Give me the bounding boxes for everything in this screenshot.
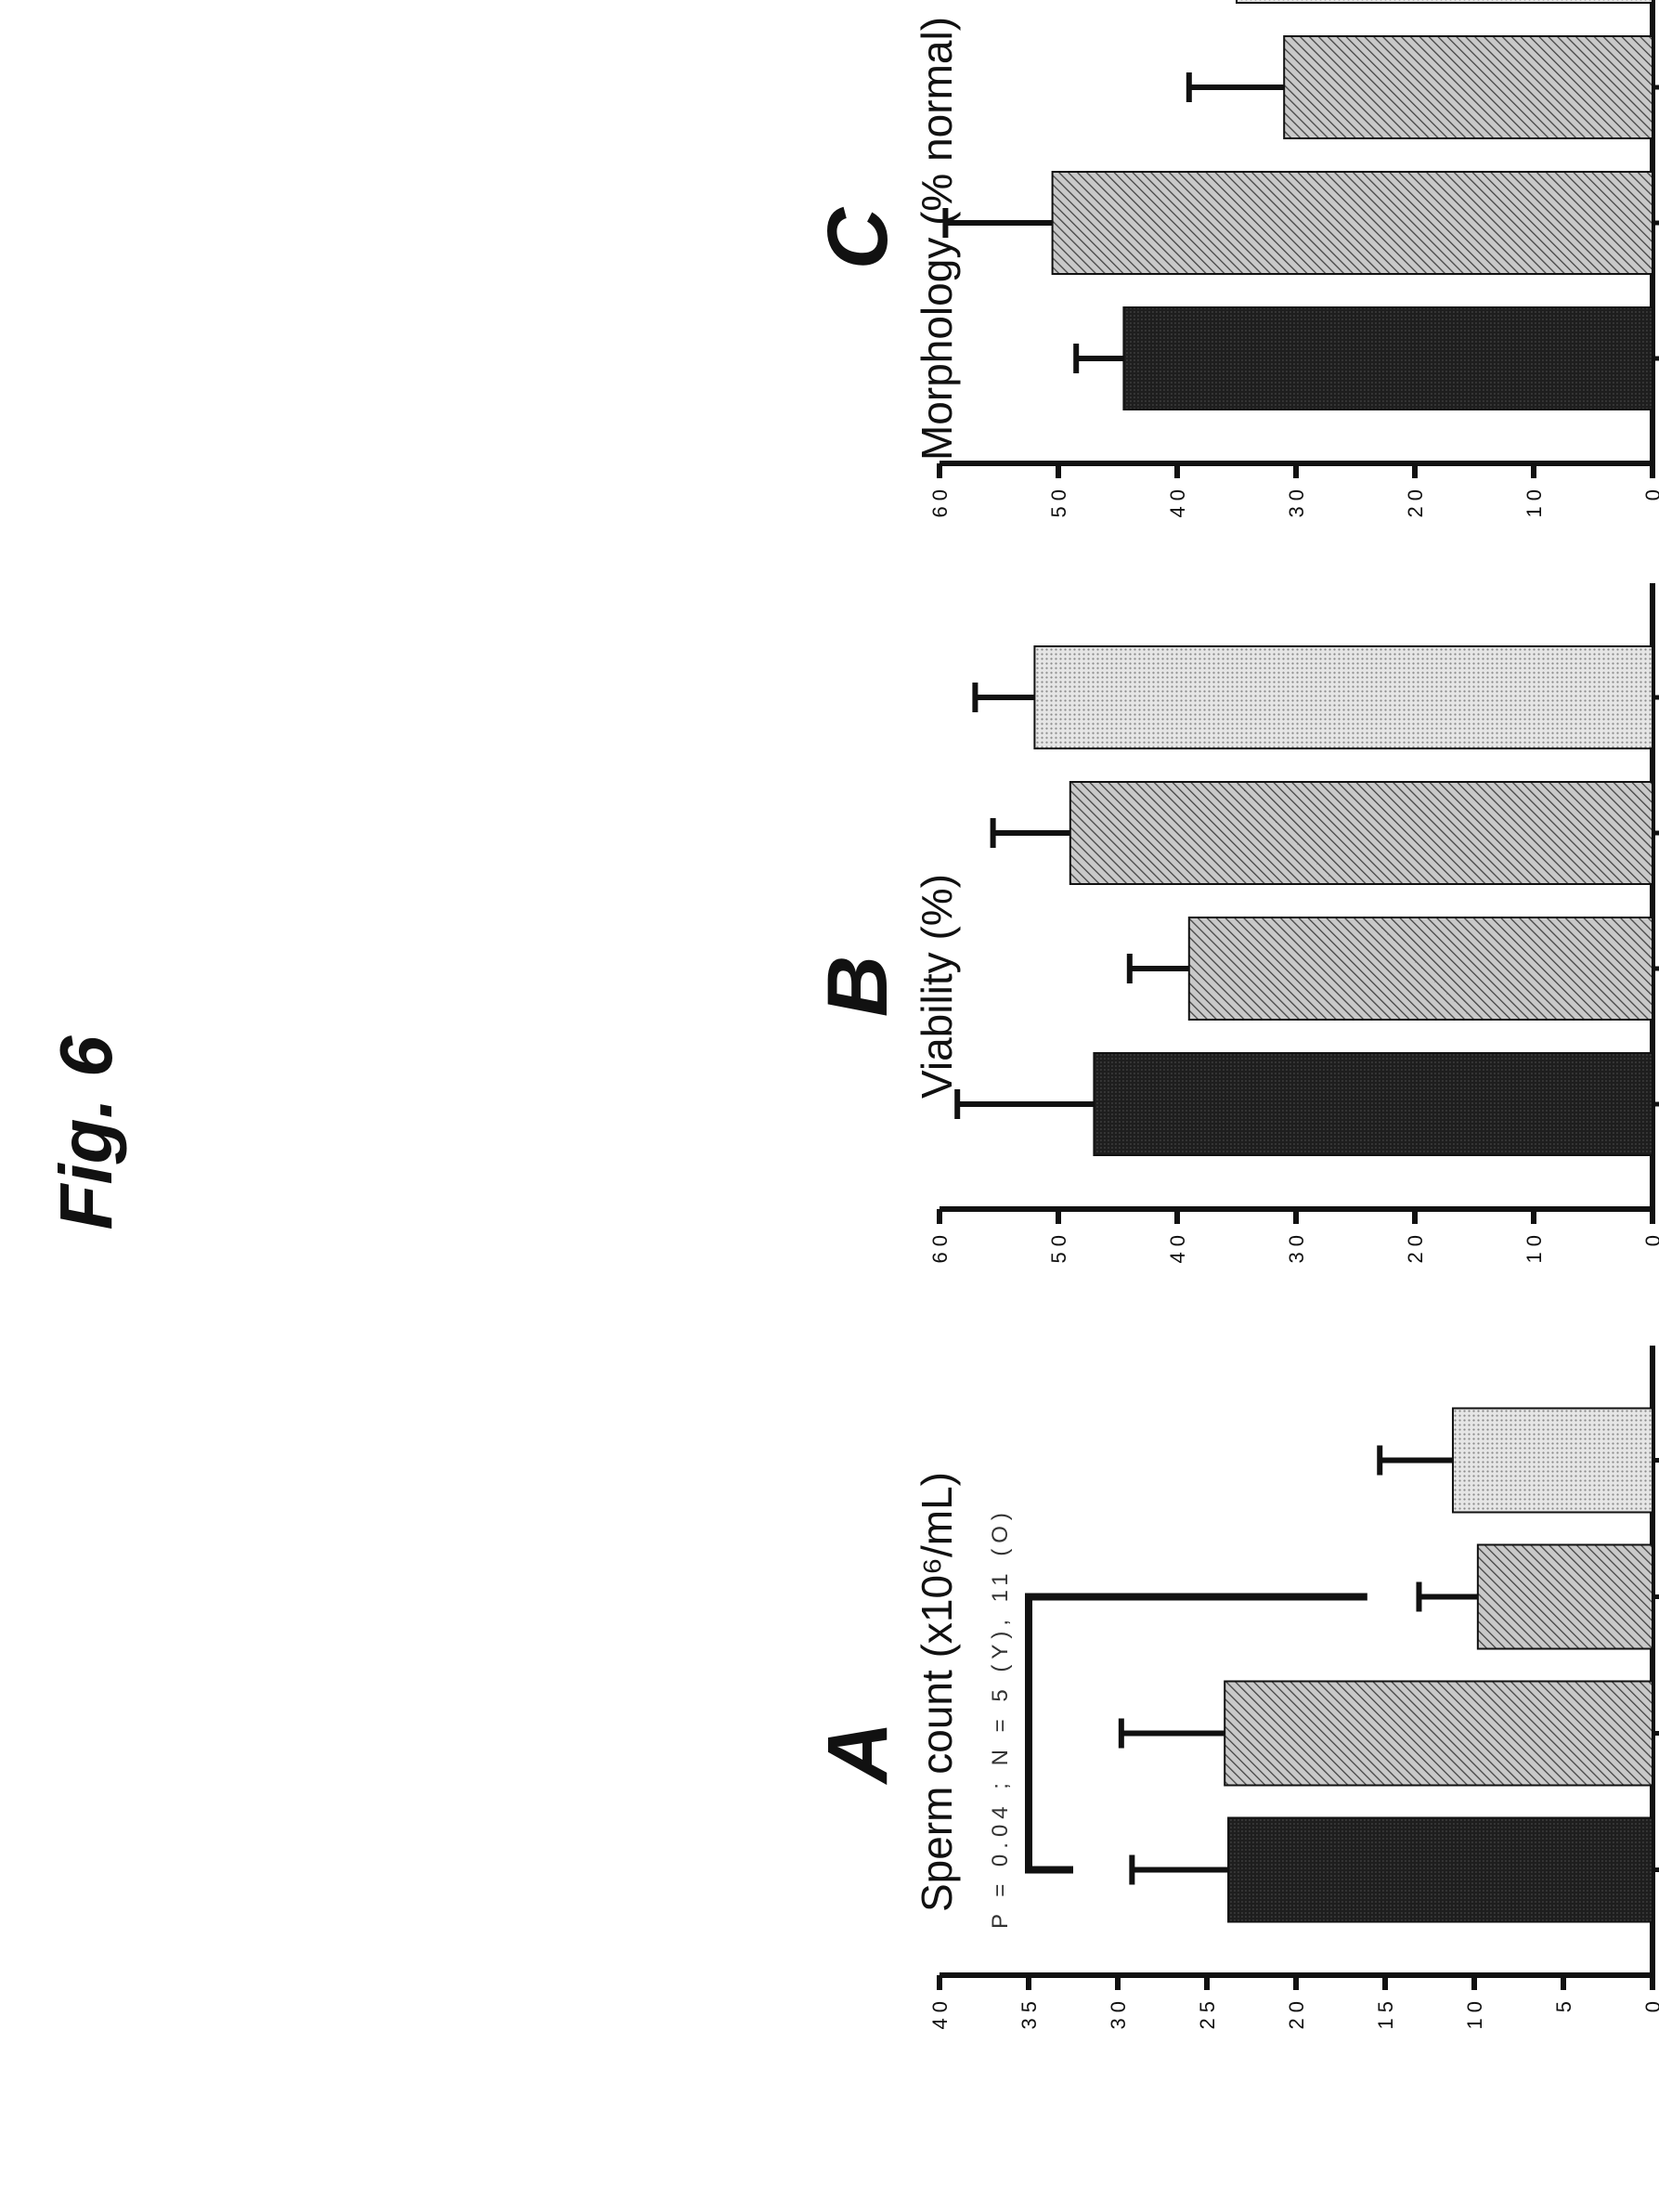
y-tick-label: 35 <box>1017 1996 1041 2029</box>
y-tick-label: 50 <box>1047 484 1070 517</box>
y-tick-label: 40 <box>1166 484 1189 517</box>
y-tick-label: 0 <box>1641 1996 1659 2012</box>
y-tick-label: 15 <box>1374 1996 1397 2029</box>
bar <box>1033 645 1653 749</box>
significance-bracket <box>1025 1593 1367 1874</box>
y-tick-label: 10 <box>1523 1230 1546 1263</box>
figure-title: Fig. 6 <box>45 1035 127 1230</box>
panel-letter-a: A <box>810 1722 905 1785</box>
y-axis-label: Viability (%) <box>913 874 961 1099</box>
y-tick-label: 5 <box>1552 1996 1575 2012</box>
y-tick-label: 40 <box>1166 1230 1189 1263</box>
panel-letter-c: C <box>810 206 905 269</box>
bar <box>1476 1543 1653 1650</box>
bar <box>1451 1407 1653 1514</box>
panel-letter-b: B <box>810 956 905 1017</box>
y-tick-label: 40 <box>928 1996 952 2029</box>
y-tick-label: 30 <box>1285 484 1308 517</box>
y-tick-label: 60 <box>928 1230 952 1263</box>
y-tick-label: 50 <box>1047 1230 1070 1263</box>
y-tick-label: 20 <box>1404 484 1427 517</box>
bar <box>1187 917 1654 1021</box>
bar <box>1122 306 1653 410</box>
y-tick-label: 30 <box>1285 1230 1308 1263</box>
y-tick-label: 20 <box>1285 1996 1308 2029</box>
bar <box>1051 171 1653 275</box>
bar <box>1069 781 1654 885</box>
y-tick-label: 60 <box>928 484 952 517</box>
y-tick-label: 10 <box>1523 484 1546 517</box>
y-tick-label: 20 <box>1404 1230 1427 1263</box>
bar <box>1227 1816 1654 1923</box>
bar <box>1283 35 1653 139</box>
y-axis-label: Morphology (% normal) <box>913 17 961 461</box>
y-tick-label: 25 <box>1196 1996 1219 2029</box>
y-tick-label: 0 <box>1641 1230 1659 1246</box>
significance-annotation: P = 0.04 ; N = 5 (Y), 11 (O) <box>988 1507 1013 1929</box>
bar <box>1224 1680 1653 1787</box>
y-tick-label: 10 <box>1463 1996 1486 2029</box>
y-tick-label: 0 <box>1641 484 1659 501</box>
bar <box>1236 0 1653 4</box>
y-axis-label: Sperm count (x10⁶/mL) <box>913 1472 961 1912</box>
y-tick-label: 30 <box>1107 1996 1130 2029</box>
bar <box>1093 1052 1653 1156</box>
